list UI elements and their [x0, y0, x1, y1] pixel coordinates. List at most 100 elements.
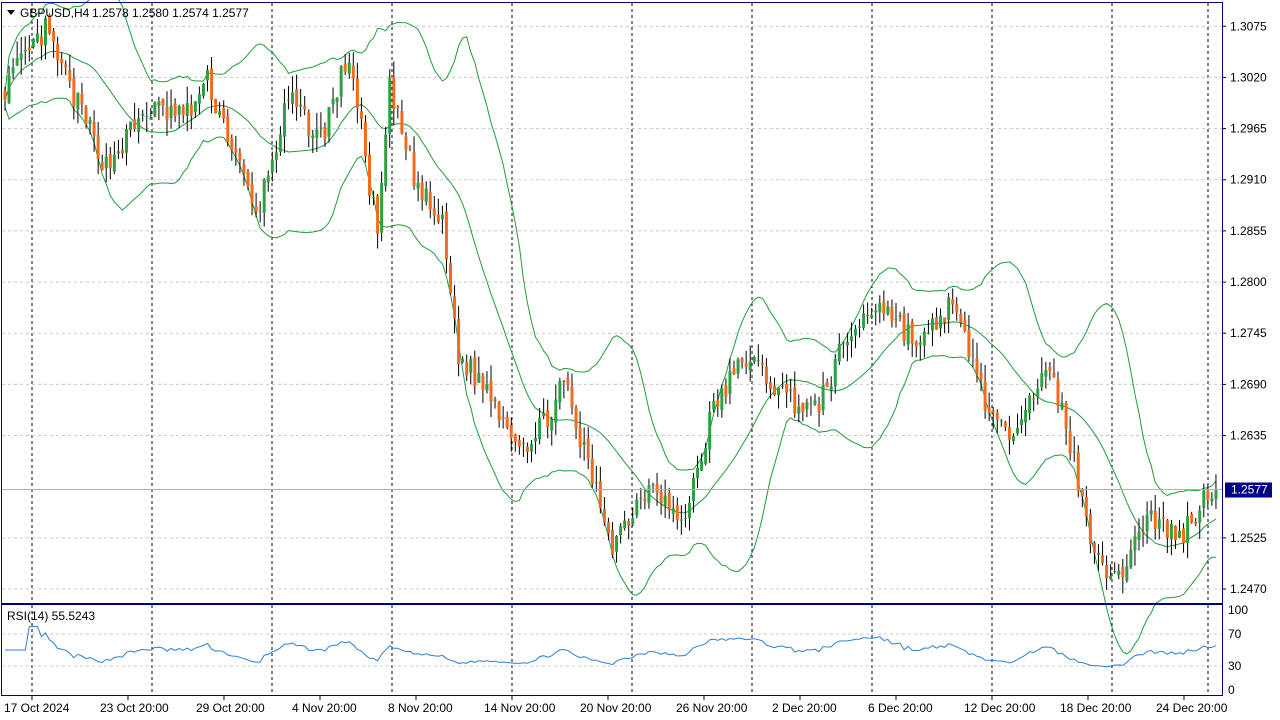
candle[interactable] [505, 411, 509, 430]
candle[interactable] [1141, 515, 1145, 547]
candle[interactable] [1003, 420, 1007, 432]
candle[interactable] [623, 510, 627, 531]
price-panel[interactable] [1, 0, 1223, 695]
candle[interactable] [534, 422, 538, 455]
candle[interactable] [894, 302, 898, 328]
candle[interactable] [797, 394, 801, 423]
candle[interactable] [388, 69, 392, 148]
candle[interactable] [611, 522, 614, 559]
candle[interactable] [327, 107, 331, 143]
candle[interactable] [1145, 501, 1149, 544]
candle[interactable] [380, 171, 384, 242]
candle[interactable] [461, 356, 465, 364]
candle[interactable] [100, 154, 104, 171]
candle[interactable] [1048, 361, 1052, 381]
candle[interactable] [683, 504, 687, 528]
candle[interactable] [408, 145, 412, 152]
candle[interactable] [19, 37, 23, 75]
candle[interactable] [210, 56, 214, 114]
candle[interactable] [44, 15, 47, 60]
candle[interactable] [1016, 413, 1019, 436]
candle[interactable] [72, 67, 76, 120]
chart-header[interactable]: GBPUSD,H4 1.2578 1.2580 1.2574 1.2577 [7, 6, 249, 20]
candle[interactable] [1161, 501, 1165, 532]
candle[interactable] [311, 129, 315, 154]
candle[interactable] [270, 151, 274, 182]
candle[interactable] [465, 354, 469, 382]
candle[interactable] [331, 87, 335, 114]
candle[interactable] [262, 178, 266, 227]
candle[interactable] [922, 327, 926, 358]
candle[interactable] [1117, 563, 1121, 580]
candle[interactable] [874, 303, 878, 326]
candle[interactable] [282, 88, 286, 153]
candle[interactable] [764, 358, 768, 393]
candle[interactable] [376, 193, 380, 249]
candle[interactable] [206, 65, 209, 92]
candle[interactable] [732, 360, 736, 376]
candle[interactable] [939, 308, 943, 337]
candle[interactable] [1133, 525, 1137, 566]
candle[interactable] [789, 378, 793, 403]
candle[interactable] [1032, 392, 1036, 412]
candle[interactable] [108, 147, 112, 180]
candle[interactable] [295, 74, 299, 121]
candle[interactable] [951, 288, 955, 315]
candle[interactable] [963, 311, 967, 333]
candle[interactable] [112, 141, 116, 175]
candle[interactable] [854, 324, 857, 349]
candle[interactable] [1105, 555, 1109, 590]
candle[interactable] [793, 371, 797, 418]
candle[interactable] [335, 97, 339, 118]
candle[interactable] [1084, 485, 1088, 527]
candle[interactable] [125, 124, 128, 166]
candle[interactable] [197, 86, 201, 115]
candle[interactable] [432, 196, 436, 225]
candle[interactable] [7, 65, 11, 105]
candle[interactable] [1149, 500, 1153, 522]
candle[interactable] [1129, 539, 1133, 569]
candle[interactable] [80, 82, 84, 115]
candle[interactable] [870, 307, 874, 320]
candle[interactable] [161, 98, 165, 117]
candle[interactable] [291, 76, 295, 114]
candle[interactable] [627, 518, 631, 540]
candle[interactable] [687, 495, 691, 531]
candle[interactable] [266, 170, 270, 192]
candle[interactable] [744, 350, 748, 375]
candle[interactable] [120, 138, 124, 159]
candle[interactable] [748, 345, 752, 382]
candle[interactable] [372, 190, 376, 206]
candle[interactable] [177, 104, 181, 129]
candle[interactable] [983, 364, 987, 419]
candle[interactable] [566, 371, 570, 392]
candle[interactable] [1194, 517, 1198, 527]
price-scale[interactable]: 1.3075 1.3020 1.2965 1.2910 1.2855 1.2800 1.27… [1222, 19, 1267, 596]
candle[interactable] [185, 86, 189, 132]
candle[interactable] [368, 142, 371, 205]
candle[interactable] [1060, 392, 1064, 411]
candle[interactable] [92, 110, 96, 152]
candle[interactable] [546, 399, 550, 439]
candle[interactable] [643, 488, 647, 510]
candle[interactable] [234, 135, 238, 166]
candle[interactable] [169, 89, 173, 129]
candle[interactable] [1165, 519, 1169, 554]
candle[interactable] [671, 495, 675, 523]
candle[interactable] [586, 427, 590, 470]
candle[interactable] [1157, 507, 1161, 540]
candle[interactable] [955, 297, 959, 321]
candle[interactable] [440, 205, 444, 234]
candle[interactable] [728, 358, 732, 405]
candle[interactable] [145, 102, 149, 132]
candle[interactable] [602, 497, 606, 526]
candle[interactable] [910, 318, 914, 357]
candle[interactable] [493, 396, 497, 409]
candle[interactable] [947, 292, 951, 334]
candle[interactable] [238, 148, 242, 174]
candle[interactable] [1125, 554, 1129, 583]
candle[interactable] [756, 344, 760, 367]
candle[interactable] [1186, 501, 1190, 558]
candle[interactable] [477, 356, 481, 384]
